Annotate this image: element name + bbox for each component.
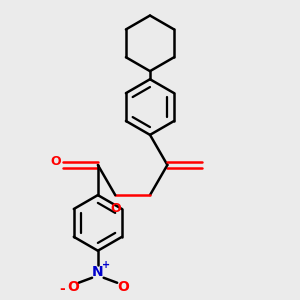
- Text: N: N: [92, 265, 104, 279]
- Text: +: +: [102, 260, 110, 270]
- Text: O: O: [67, 280, 79, 294]
- Text: O: O: [51, 154, 62, 168]
- Text: -: -: [59, 282, 65, 296]
- Text: O: O: [110, 202, 121, 215]
- Text: O: O: [117, 280, 129, 294]
